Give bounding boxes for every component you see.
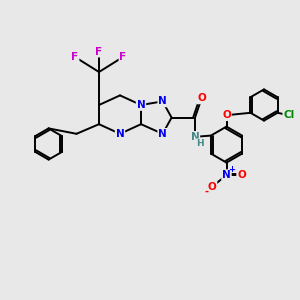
Text: N: N	[136, 100, 146, 110]
Text: H: H	[196, 139, 204, 148]
Text: F: F	[119, 52, 127, 62]
Text: N: N	[158, 129, 167, 139]
Text: O: O	[208, 182, 217, 192]
Text: O: O	[197, 93, 206, 103]
Text: Cl: Cl	[283, 110, 295, 120]
Text: +: +	[228, 165, 236, 174]
Text: O: O	[237, 170, 246, 180]
Text: -: -	[204, 187, 208, 197]
Text: N: N	[116, 129, 124, 139]
Text: F: F	[95, 46, 103, 57]
Text: N: N	[158, 96, 167, 106]
Text: F: F	[71, 52, 79, 62]
Text: N: N	[190, 132, 200, 142]
Text: O: O	[222, 110, 231, 120]
Text: N: N	[222, 170, 231, 180]
